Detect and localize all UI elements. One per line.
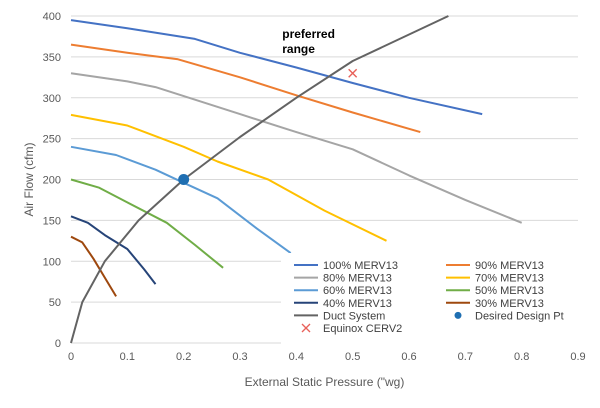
x-tick-label: 0.9 [570,351,585,363]
legend-label: Equinox CERV2 [323,323,402,335]
legend-label: 40% MERV13 [323,298,392,310]
gridlines [71,15,578,344]
y-tick-label: 50 [49,297,61,309]
legend-background [281,253,583,344]
series-line-100-merv13 [70,19,483,116]
legend-item-70-merv13: 70% MERV13 [446,273,544,285]
x-tick-label: 0.6 [401,351,416,363]
annotation-line: range [282,42,315,56]
legend-item-100-merv13: 100% MERV13 [294,260,398,272]
series-line-90-merv13 [70,43,421,134]
markers [178,68,358,185]
legend-item-30-merv13: 30% MERV13 [446,298,544,310]
y-tick-label: 200 [43,175,61,187]
x-tick-label: 0 [68,351,74,363]
legend-label: Duct System [323,310,385,322]
legend-item-80-merv13: 80% MERV13 [294,273,392,285]
legend-swatch [454,311,462,319]
legend-swatch [301,323,311,333]
x-axis-title: External Static Pressure ("wg) [245,375,405,389]
legend: 100% MERV13 90% MERV13 80% MERV13 70% MERV1… [281,253,583,344]
series-line-30-merv13 [70,235,117,297]
legend-label: 60% MERV13 [323,285,392,297]
x-tick-label: 0.2 [176,351,191,363]
y-tick-label: 250 [43,134,61,146]
annotation-line: preferred [282,27,335,41]
legend-label: 30% MERV13 [475,298,544,310]
x-tick-label: 0.8 [514,351,529,363]
legend-item-equinox-cerv2: Equinox CERV2 [301,323,402,335]
series-line-40-merv13 [70,215,157,285]
series-line-70-merv13 [70,113,387,242]
legend-item-90-merv13: 90% MERV13 [446,260,544,272]
marker-equinox-cerv2 [348,68,358,78]
legend-label: 80% MERV13 [323,273,392,285]
y-tick-label: 0 [55,338,61,350]
y-tick-label: 350 [43,52,61,64]
x-tick-label: 0.7 [458,351,473,363]
legend-item-desired-design-pt: Desired Design Pt [454,310,564,322]
marker-desired-design-pt [178,174,190,185]
y-tick-label: 400 [43,11,61,23]
x-tick-label: 0.5 [345,351,360,363]
legend-label: 50% MERV13 [475,285,544,297]
axes: 0 50 100 150 200 250 300 350 400 0 0.1 0.2 0.3 0.4 0.5… [22,11,586,389]
legend-item-duct-system: Duct System [294,310,385,322]
legend-item-60-merv13: 60% MERV13 [294,285,392,297]
series-line-80-merv13 [70,72,523,224]
legend-label: 70% MERV13 [475,273,544,285]
legend-item-40-merv13: 40% MERV13 [294,298,392,310]
x-tick-label: 0.3 [232,351,247,363]
legend-label: 90% MERV13 [475,260,544,272]
legend-item-50-merv13: 50% MERV13 [446,285,544,297]
y-axis-title: Air Flow (cfm) [22,143,36,217]
x-tick-label: 0.1 [120,351,135,363]
x-tick-label: 0.4 [289,351,304,363]
y-tick-label: 100 [43,256,61,268]
y-tick-label: 300 [43,93,61,105]
legend-label: Desired Design Pt [475,310,564,322]
y-tick-label: 150 [43,215,61,227]
legend-label: 100% MERV13 [323,260,398,272]
